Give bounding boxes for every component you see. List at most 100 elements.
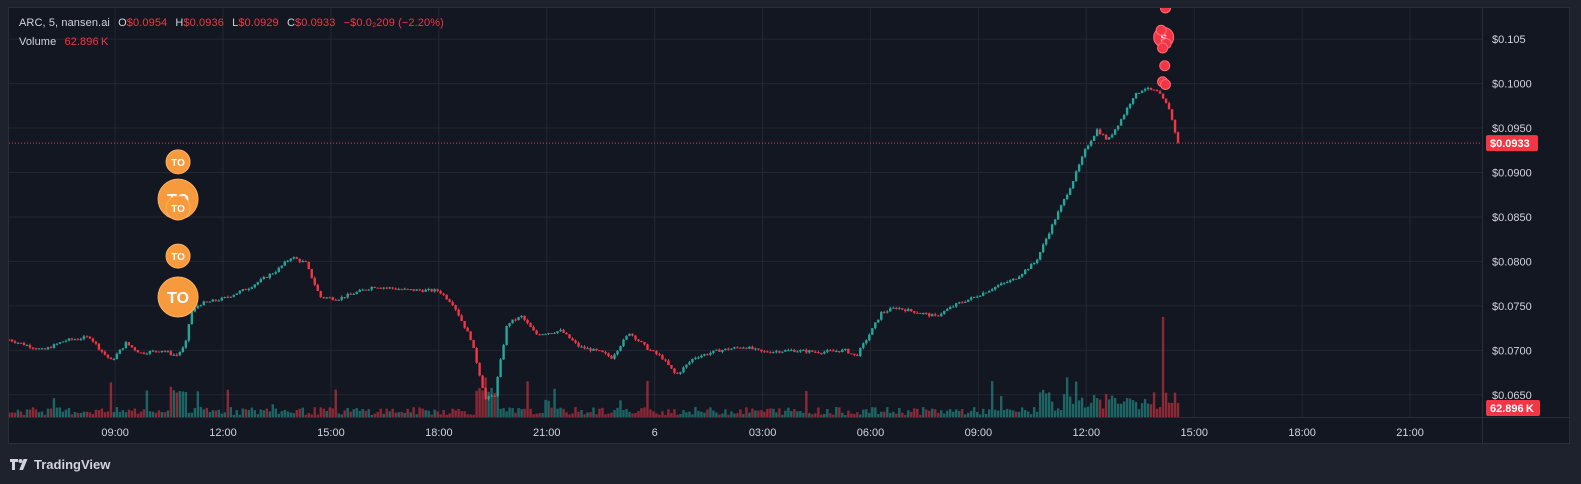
- candle-body: [214, 299, 218, 301]
- candle: [319, 290, 322, 298]
- candle: [103, 350, 107, 356]
- volume-bar: [763, 411, 766, 417]
- candle: [1092, 135, 1096, 142]
- candle-body: [469, 331, 472, 340]
- candle-body: [61, 341, 65, 343]
- volume-bar: [313, 407, 316, 417]
- candle: [235, 293, 239, 296]
- candle: [181, 346, 185, 353]
- candle-body: [646, 344, 649, 350]
- volume-bar: [454, 410, 457, 417]
- candle: [454, 304, 457, 312]
- volume-bar: [589, 412, 592, 417]
- candle: [778, 350, 781, 354]
- candle: [244, 288, 248, 291]
- candle: [127, 342, 131, 346]
- volume-bar: [415, 414, 418, 417]
- candle: [448, 298, 451, 303]
- candle-body: [913, 311, 916, 313]
- candle-body: [79, 338, 83, 340]
- candle: [595, 348, 598, 352]
- candle: [496, 376, 499, 398]
- volume-bar: [256, 414, 259, 417]
- candle: [559, 328, 562, 332]
- tradingview-logo[interactable]: TradingView: [10, 457, 110, 472]
- candle-body: [358, 289, 361, 292]
- candle-body: [1161, 93, 1165, 99]
- candle: [415, 288, 418, 291]
- volume-bar: [760, 410, 763, 417]
- candle: [397, 287, 400, 291]
- volume-bar: [1113, 398, 1117, 417]
- candle: [376, 287, 379, 289]
- volume-bar: [85, 411, 89, 417]
- price-axis-label: $0.0800: [1492, 256, 1532, 268]
- candle: [331, 296, 334, 301]
- candle-body: [232, 294, 236, 297]
- candle-body: [1062, 198, 1066, 206]
- candle-body: [931, 314, 934, 317]
- candle-body: [202, 301, 206, 306]
- candle-body: [694, 357, 697, 359]
- candle: [640, 340, 643, 343]
- volume-bar: [958, 410, 961, 417]
- candle-body: [559, 329, 562, 332]
- volume-bar: [193, 407, 197, 417]
- candle: [1002, 282, 1006, 285]
- candle-body: [286, 260, 289, 262]
- candle-body: [562, 329, 565, 333]
- volume-bar: [481, 390, 484, 417]
- candle: [424, 288, 427, 292]
- candle-body: [667, 360, 670, 366]
- candle: [1119, 118, 1123, 126]
- price-chart[interactable]: $0.105 $0.1000 $0.0950 $0.0900 $0.0850 $0.080…: [9, 8, 1570, 444]
- candle-body: [865, 340, 868, 344]
- volume-bar: [799, 410, 802, 417]
- volume-bar: [820, 414, 823, 417]
- candle: [10, 338, 14, 343]
- volume-bar: [730, 411, 733, 417]
- volume-bar: [766, 408, 769, 417]
- volume-bar: [1122, 401, 1126, 417]
- candle: [883, 310, 886, 314]
- price-axis-label: $0.0750: [1492, 301, 1532, 313]
- volume-bar: [916, 408, 919, 417]
- volume-bar: [163, 412, 167, 417]
- candle: [859, 347, 862, 358]
- volume-bar: [19, 411, 23, 417]
- candle: [1137, 92, 1141, 94]
- candle-body: [652, 350, 655, 352]
- candle: [427, 287, 430, 292]
- candle: [253, 284, 256, 289]
- candle: [1110, 133, 1114, 138]
- volume-bar: [718, 414, 721, 417]
- symbol-label: ARC, 5, nansen.ai: [19, 17, 110, 29]
- candle: [1023, 268, 1027, 275]
- candle-body: [1152, 89, 1156, 91]
- candle: [643, 341, 646, 346]
- volume-bar: [238, 414, 242, 417]
- volume-bar: [955, 409, 958, 417]
- chart-frame[interactable]: $0.105 $0.1000 $0.0950 $0.0900 $0.0850 $0.080…: [8, 7, 1570, 444]
- candle-body: [847, 348, 850, 354]
- candle-body: [40, 348, 44, 350]
- candle-series: [9, 86, 1180, 401]
- candle-body: [235, 293, 239, 295]
- candle: [625, 335, 628, 341]
- volume-bar: [196, 391, 200, 417]
- candle: [814, 350, 817, 354]
- candle: [151, 349, 155, 352]
- candle-body: [967, 299, 970, 302]
- candle-body: [763, 351, 766, 353]
- candle-body: [88, 336, 92, 339]
- candle-body: [1170, 109, 1174, 120]
- candle: [487, 395, 490, 401]
- candle: [307, 261, 310, 270]
- candle: [130, 345, 134, 348]
- candle: [892, 306, 895, 309]
- volume-bar: [151, 411, 155, 417]
- candle: [241, 288, 245, 292]
- candle-body: [790, 349, 793, 351]
- volume-bar: [1119, 403, 1123, 417]
- candle-body: [391, 287, 394, 289]
